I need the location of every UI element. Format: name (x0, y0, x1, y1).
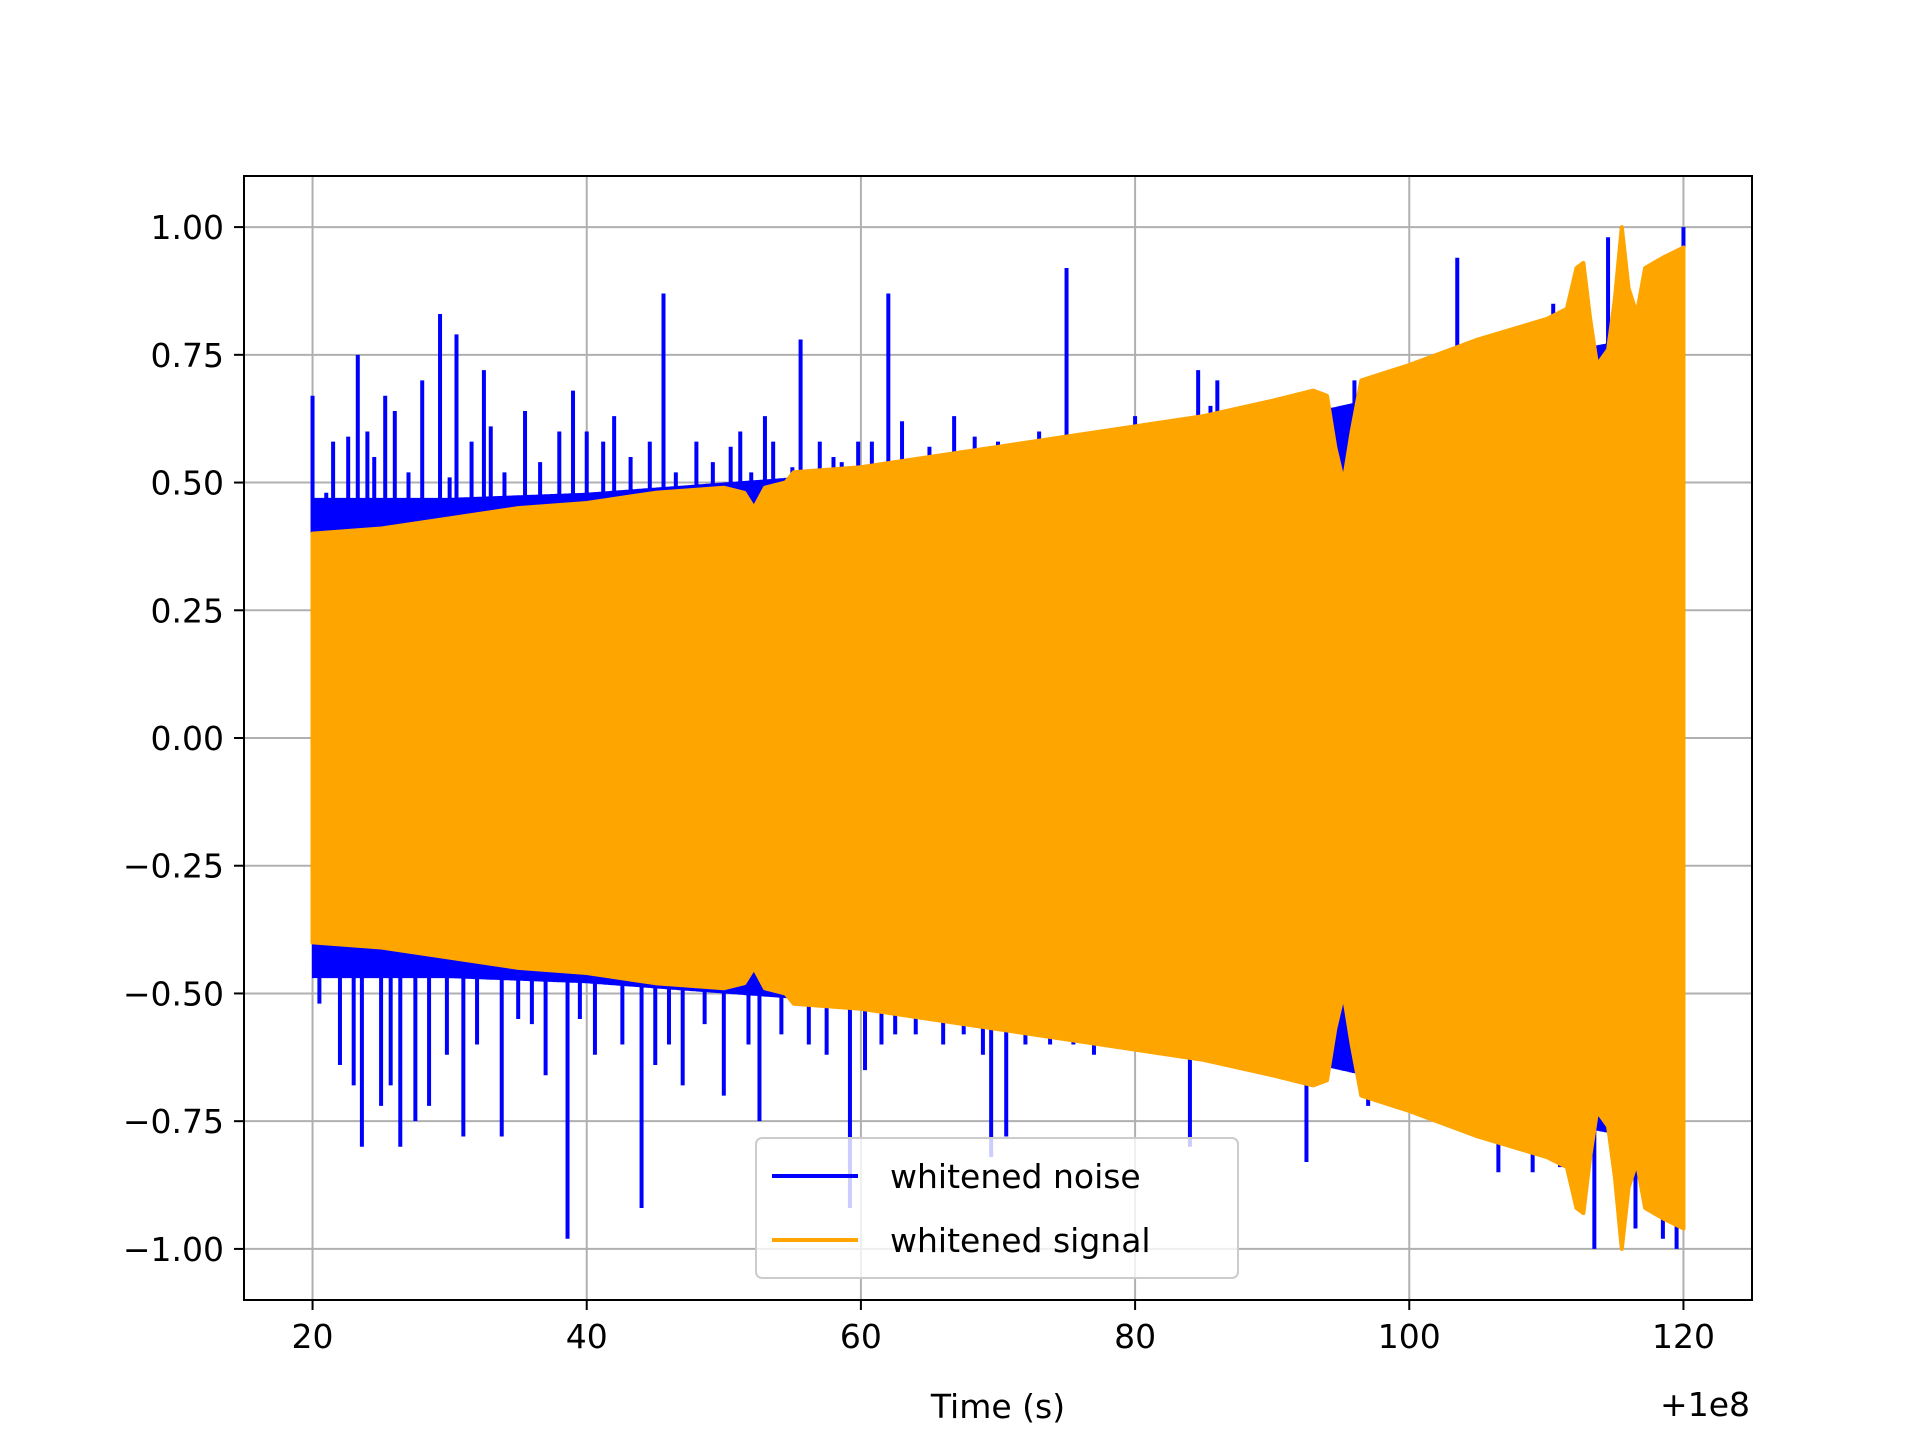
legend[interactable]: whitened noise whitened signal (755, 1137, 1239, 1279)
x-tick-label: 20 (292, 1317, 334, 1356)
y-tick-label: −0.25 (123, 847, 224, 886)
axis-ticks: 20 40 60 80 100 120 1.00 0.75 0.50 0.25 0.00 −0.25 −… (123, 208, 1715, 1356)
legend-label-whitened-noise: whitened noise (890, 1157, 1141, 1196)
y-tick-label: −0.50 (123, 974, 224, 1013)
y-tick-label: 0.75 (151, 336, 224, 375)
x-tick-label: 120 (1652, 1317, 1715, 1356)
y-tick-label: −0.75 (123, 1102, 224, 1141)
x-axis-label: Time (s) (930, 1387, 1065, 1426)
legend-box (755, 1137, 1239, 1279)
y-tick-label: 0.00 (151, 719, 224, 758)
y-tick-label: 1.00 (151, 208, 224, 247)
y-tick-label: 0.25 (151, 591, 224, 630)
series-whitened-signal (310, 225, 1686, 1251)
y-tick-label: 0.50 (151, 464, 224, 503)
x-tick-label: 80 (1114, 1317, 1156, 1356)
signal-envelope (310, 225, 1686, 1251)
x-axis-offset-label: +1e8 (1660, 1385, 1750, 1424)
y-tick-label: −1.00 (123, 1230, 224, 1269)
x-tick-label: 100 (1378, 1317, 1441, 1356)
legend-label-whitened-signal: whitened signal (890, 1221, 1151, 1260)
x-tick-label: 60 (840, 1317, 882, 1356)
x-tick-label: 40 (566, 1317, 608, 1356)
